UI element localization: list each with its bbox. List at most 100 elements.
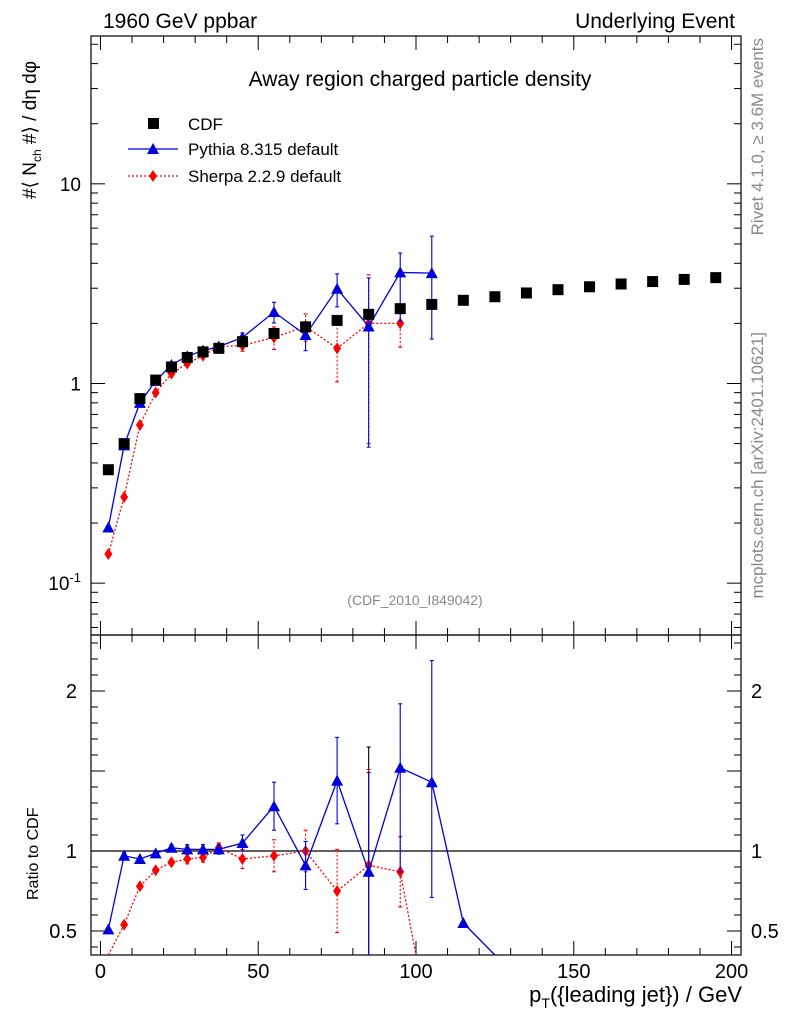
ratio-y-tick-label-right: 2 xyxy=(751,681,762,703)
ratio-pythia-point xyxy=(268,800,281,812)
main-sherpa-point xyxy=(151,386,160,399)
mcplots-label: mcplots.cern.ch [arXiv:2401.10621] xyxy=(748,332,767,598)
header-right: Underlying Event xyxy=(575,10,735,33)
legend-entry-cdf: CDF xyxy=(148,115,223,134)
main-y-axis-label-text: #⟨ Nch #⟩ / dη dφ xyxy=(20,61,44,199)
main-cdf-point xyxy=(134,393,146,405)
main-title: Away region charged particle density xyxy=(249,68,592,91)
main-cdf-point xyxy=(584,281,596,293)
main-sherpa-point xyxy=(333,342,342,355)
ratio-panel: 0.5 0.5 1 1 2 2 Ratio to CDF xyxy=(25,634,779,956)
main-cdf-point xyxy=(268,327,280,339)
main-pythia-point xyxy=(102,521,115,533)
x-tick-label: 100 xyxy=(399,961,432,983)
legend-entry-sherpa: Sherpa 2.2.9 default xyxy=(128,167,341,186)
ratio-series-layer xyxy=(102,660,496,956)
main-cdf-point xyxy=(118,438,130,450)
legend-entry-pythia: Pythia 8.315 default xyxy=(128,140,339,159)
ratio-pythia-point xyxy=(149,847,162,859)
main-cdf-point xyxy=(213,342,225,354)
main-cdf-point xyxy=(457,294,469,306)
ratio-y-tick-label-right: 0.5 xyxy=(751,921,779,943)
main-series-layer xyxy=(102,235,722,560)
ratio-sherpa-point xyxy=(120,918,129,931)
main-pythia-point xyxy=(299,328,312,340)
ratio-sherpa-point xyxy=(135,880,144,893)
main-axis-ticks: 10-1 1 10 xyxy=(48,36,741,635)
legend: CDF Pythia 8.315 default Sherpa 2.2.9 de… xyxy=(128,115,341,186)
main-cdf-point xyxy=(197,346,209,358)
ratio-pythia-point xyxy=(457,917,470,928)
main-sherpa-line xyxy=(107,322,401,555)
ratio-pythia-point xyxy=(394,761,407,773)
ratio-sherpa-point xyxy=(183,853,192,865)
main-cdf-point xyxy=(150,374,162,386)
legend-pythia-marker xyxy=(147,143,159,154)
x-tick-label: 150 xyxy=(557,961,590,983)
x-axis-label: pT({leading jet}) / GeV xyxy=(529,982,742,1011)
ratio-sherpa-point xyxy=(333,885,342,897)
ratio-pythia-point xyxy=(118,849,131,861)
main-cdf-point xyxy=(165,361,177,373)
main-cdf-point xyxy=(710,272,722,284)
x-tick-label: 200 xyxy=(715,961,748,983)
legend-cdf-marker xyxy=(148,118,159,129)
main-cdf-point xyxy=(426,298,438,310)
ratio-plot-frame xyxy=(90,634,742,956)
legend-sherpa-marker xyxy=(149,170,157,182)
main-cdf-point xyxy=(236,336,248,348)
main-cdf-point xyxy=(363,308,375,320)
ratio-pythia-line xyxy=(107,766,496,956)
main-cdf-point xyxy=(102,464,114,476)
ratio-sherpa-point xyxy=(167,856,176,869)
legend-pythia-label: Pythia 8.315 default xyxy=(188,140,339,159)
main-y-axis-label: #⟨ Nch #⟩ / dη dφ xyxy=(20,61,44,199)
x-axis-label-text: pT({leading jet}) / GeV xyxy=(529,982,742,1011)
ratio-pythia-point xyxy=(133,853,146,864)
ratio-y-tick-label-right: 1 xyxy=(751,841,762,863)
ratio-pythia-point xyxy=(362,865,375,877)
main-pythia-point xyxy=(268,306,281,318)
main-sherpa-point xyxy=(396,317,405,330)
main-cdf-point xyxy=(615,278,627,290)
main-y-tick-label: 10 xyxy=(60,175,81,196)
x-tick-label: 50 xyxy=(247,961,269,983)
main-cdf-point xyxy=(678,273,690,285)
ratio-sherpa-point xyxy=(238,853,247,865)
rivet-label: Rivet 4.1.0, ≥ 3.6M events xyxy=(748,38,767,235)
ratio-y-axis-label: Ratio to CDF xyxy=(25,807,42,900)
main-pythia-point xyxy=(394,266,407,278)
main-cdf-point xyxy=(331,314,343,326)
ratio-pythia-point xyxy=(165,841,178,853)
main-pythia-line xyxy=(107,271,432,528)
main-cdf-point xyxy=(552,284,564,296)
main-sherpa-point xyxy=(120,491,129,504)
ratio-pythia-point xyxy=(331,774,344,786)
analysis-watermark: (CDF_2010_I849042) xyxy=(347,592,482,608)
legend-sherpa-label: Sherpa 2.2.9 default xyxy=(188,167,341,186)
ratio-pythia-point xyxy=(236,837,249,848)
main-sherpa-point xyxy=(135,418,144,431)
ratio-y-tick-label: 2 xyxy=(66,681,77,703)
ratio-y-tick-label: 1 xyxy=(66,841,77,863)
main-cdf-point xyxy=(520,287,532,299)
x-tick-labels: 0 50 100 150 200 xyxy=(95,961,748,983)
ratio-axis-ticks: 0.5 0.5 1 1 2 2 xyxy=(49,635,779,955)
ratio-pythia-point xyxy=(181,843,194,855)
main-y-tick-label: 1 xyxy=(70,374,81,395)
main-sherpa-point xyxy=(104,547,113,560)
ratio-pythia-point xyxy=(212,843,225,855)
main-pythia-point xyxy=(362,320,375,332)
main-cdf-point xyxy=(394,303,406,315)
ratio-pythia-point xyxy=(425,776,438,788)
main-cdf-point xyxy=(300,321,312,333)
ratio-sherpa-point xyxy=(151,864,160,877)
header-left: 1960 GeV ppbar xyxy=(103,10,257,33)
x-tick-label: 0 xyxy=(95,961,106,983)
ratio-pythia-point xyxy=(197,843,210,855)
main-pythia-point xyxy=(425,267,438,279)
main-panel: Away region charged particle density (CD… xyxy=(20,35,742,636)
ratio-y-tick-label: 0.5 xyxy=(49,921,77,943)
main-cdf-point xyxy=(181,351,193,363)
